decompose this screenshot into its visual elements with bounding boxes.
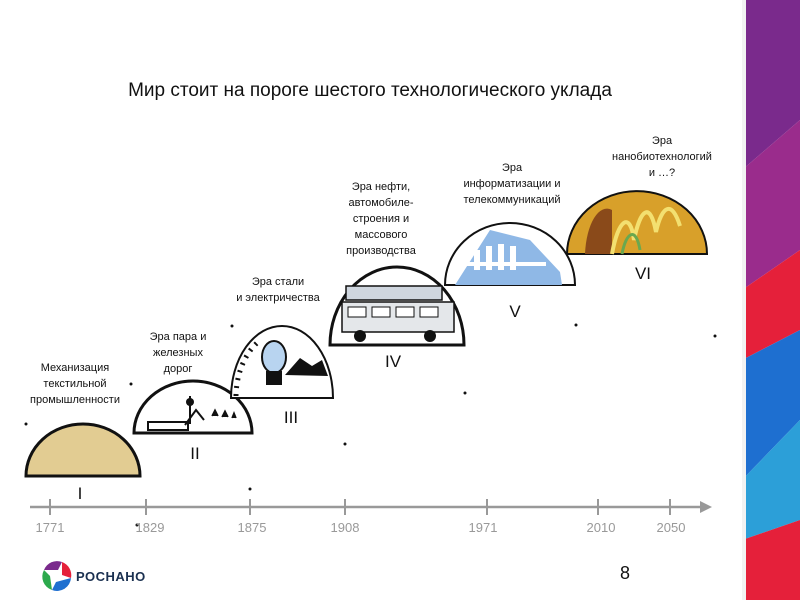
dome-era-5 <box>443 222 577 286</box>
era-numeral-4: IV <box>384 352 402 371</box>
era-numeral-5: V <box>509 302 521 321</box>
era-label-2: Эра пара и железных дорог <box>149 331 207 375</box>
dome-era-3 <box>229 325 335 399</box>
year-label: 1971 <box>468 520 498 535</box>
year-label: 1875 <box>237 520 267 535</box>
era-label-4: Эра нефти, автомобиле- строения и массов… <box>346 181 416 257</box>
decorative-dots <box>24 323 717 527</box>
era-numeral-3: III <box>283 408 299 427</box>
year-label: 2050 <box>656 520 686 535</box>
era-numeral-6: VI <box>634 264 652 283</box>
dome-era-1 <box>24 422 142 478</box>
era-numeral-1: I <box>77 484 83 503</box>
logo-text: РОСНАНО <box>76 569 146 584</box>
page-number: 8 <box>620 563 631 583</box>
era-label-5: Эра информатизации и телекоммуникаций <box>463 162 561 206</box>
year-label: 1829 <box>135 520 165 535</box>
era-label-6: Эра нанобиотехнологий и …? <box>612 135 712 179</box>
era-numeral-2: II <box>190 444 200 463</box>
year-label: 1908 <box>330 520 360 535</box>
era-label-3: Эра стали и электричества <box>236 276 320 304</box>
dome-era-2 <box>132 379 254 435</box>
year-label: 2010 <box>586 520 616 535</box>
dome-era-6 <box>565 190 709 255</box>
page-title: Мир стоит на пороге шестого технологичес… <box>128 80 612 101</box>
era-label-1: Механизация текстильной промышленности <box>30 362 120 406</box>
year-label: 1771 <box>35 520 65 535</box>
dome-era-4 <box>328 265 466 347</box>
